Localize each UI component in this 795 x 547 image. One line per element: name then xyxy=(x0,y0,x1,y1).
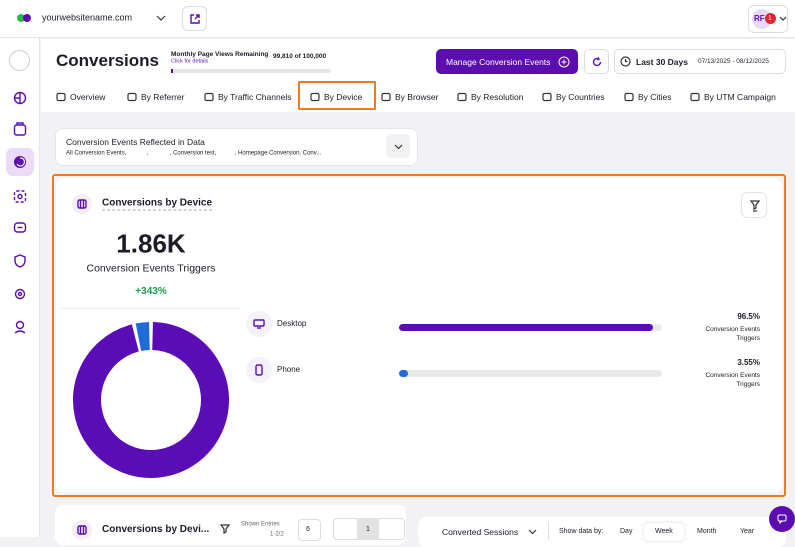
device-name: Desktop xyxy=(277,319,306,329)
value-label: 96.5% xyxy=(737,312,760,322)
device-icon xyxy=(246,357,272,383)
metric-select[interactable]: Converted Sessions xyxy=(442,527,518,537)
table-title: Conversions by Devi... xyxy=(102,524,209,536)
current-page[interactable]: 1 xyxy=(366,526,370,534)
value-label: 3.55% xyxy=(737,358,760,368)
period-tab[interactable]: Day xyxy=(620,528,632,536)
device-icon xyxy=(246,311,272,337)
period-tab[interactable]: Week xyxy=(655,528,673,536)
page-size[interactable]: 6 xyxy=(306,526,310,534)
bar xyxy=(399,324,653,331)
value-unit: Conversion Events Triggers xyxy=(690,371,760,390)
shown-label: Shown Entries xyxy=(241,521,280,528)
donut-slice xyxy=(87,336,215,464)
table-icon xyxy=(72,520,92,540)
value-unit: Conversion Events Triggers xyxy=(690,325,760,344)
period-tab[interactable]: Year xyxy=(740,528,754,536)
bar xyxy=(399,370,408,377)
bar-track xyxy=(399,324,662,331)
metric-chevron[interactable] xyxy=(528,529,537,535)
bar-track xyxy=(399,370,662,377)
shown-range: 1-2/2 xyxy=(270,531,284,538)
chat-button[interactable] xyxy=(769,506,795,532)
period-tab[interactable]: Month xyxy=(697,528,716,536)
separator xyxy=(548,522,549,540)
show-by-label: Show data by: xyxy=(559,528,603,536)
device-name: Phone xyxy=(277,365,300,375)
table-filter-icon[interactable] xyxy=(220,524,230,536)
donut-slice xyxy=(138,336,149,337)
